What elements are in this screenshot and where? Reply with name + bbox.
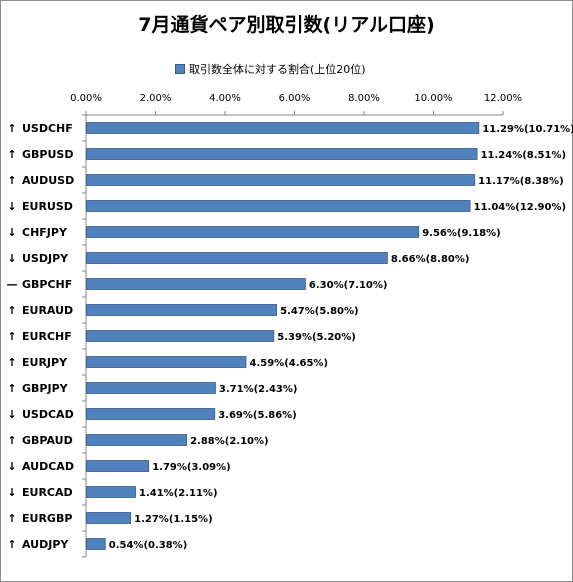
category-label: USDCHF — [22, 122, 73, 135]
category-label: EURAUD — [22, 304, 73, 317]
data-label: 9.56%(9.18%) — [422, 228, 501, 239]
x-tick-label: 12.00% — [484, 93, 522, 104]
category-label: EURJPY — [22, 356, 68, 369]
data-label: 5.47%(5.80%) — [280, 306, 359, 317]
data-label: 3.69%(5.86%) — [218, 410, 297, 421]
trend-marker: ↓ — [7, 486, 16, 499]
trend-marker: ↑ — [7, 512, 16, 525]
trend-marker: ↑ — [7, 538, 16, 551]
trend-marker: ↓ — [7, 252, 16, 265]
data-label: 1.41%(2.11%) — [139, 488, 218, 499]
trend-marker: — — [7, 278, 18, 291]
x-tick-label: 0.00% — [70, 93, 102, 104]
data-label: 1.27%(1.15%) — [134, 514, 213, 525]
trend-marker: ↑ — [7, 174, 16, 187]
x-tick-label: 4.00% — [209, 93, 241, 104]
data-label: 11.04%(12.90%) — [474, 202, 566, 213]
trend-marker: ↓ — [7, 460, 16, 473]
bar-chfjpy — [86, 226, 420, 238]
legend-swatch — [175, 64, 185, 74]
category-label: EURCHF — [22, 330, 72, 343]
bar-euraud — [86, 304, 277, 316]
data-label: 5.39%(5.20%) — [277, 332, 356, 343]
bar-usdchf — [86, 122, 480, 134]
data-label: 1.79%(3.09%) — [152, 462, 231, 473]
bar-eurjpy — [86, 356, 247, 368]
bar-eurcad — [86, 486, 136, 498]
trend-marker: ↑ — [7, 382, 16, 395]
x-tick-label: 10.00% — [414, 93, 452, 104]
category-label: EURUSD — [22, 200, 73, 213]
bar-eurusd — [86, 200, 471, 212]
data-label: 8.66%(8.80%) — [391, 254, 470, 265]
bar-gbpjpy — [86, 382, 216, 394]
bar-eurgbp — [86, 512, 132, 524]
category-label: GBPJPY — [22, 382, 69, 395]
trend-marker: ↑ — [7, 434, 16, 447]
bar-gbpusd — [86, 148, 478, 160]
data-label: 3.71%(2.43%) — [219, 384, 298, 395]
category-label: EURGBP — [22, 512, 72, 525]
category-label: GBPAUD — [22, 434, 73, 447]
bar-audcad — [86, 460, 150, 472]
category-label: AUDCAD — [22, 460, 74, 473]
category-label: USDJPY — [22, 252, 69, 265]
category-label: GBPUSD — [22, 148, 73, 161]
data-label: 4.59%(4.65%) — [250, 358, 329, 369]
category-label: CHFJPY — [22, 226, 68, 239]
trend-marker: ↑ — [7, 304, 16, 317]
data-label: 2.88%(2.10%) — [190, 436, 269, 447]
bar-audusd — [86, 174, 476, 186]
trend-marker: ↓ — [7, 226, 16, 239]
data-label: 11.24%(8.51%) — [481, 150, 566, 161]
trend-marker: ↑ — [7, 122, 16, 135]
category-label: AUDUSD — [22, 174, 74, 187]
chart-legend: 取引数全体に対する割合(上位20位) — [175, 61, 366, 77]
bar-gbpchf — [86, 278, 306, 290]
legend-label: 取引数全体に対する割合(上位20位) — [189, 63, 366, 76]
category-label: AUDJPY — [22, 538, 69, 551]
chart-title: 7月通貨ペア別取引数(リアル口座) — [138, 14, 435, 36]
category-label: GBPCHF — [22, 278, 72, 291]
bar-usdcad — [86, 408, 216, 420]
data-label: 6.30%(7.10%) — [309, 280, 388, 291]
category-label: EURCAD — [22, 486, 73, 499]
data-label: 11.29%(10.71%) — [482, 124, 573, 135]
bar-gbpaud — [86, 434, 187, 446]
x-tick-label: 2.00% — [140, 93, 172, 104]
trend-marker: ↑ — [7, 148, 16, 161]
trend-marker: ↑ — [7, 330, 16, 343]
data-label: 11.17%(8.38%) — [478, 176, 563, 187]
bar-eurchf — [86, 330, 275, 342]
data-label: 0.54%(0.38%) — [109, 540, 188, 551]
trend-marker: ↓ — [7, 200, 16, 213]
category-label: USDCAD — [22, 408, 74, 421]
x-tick-label: 6.00% — [279, 93, 311, 104]
x-tick-label: 8.00% — [348, 93, 380, 104]
bar-usdjpy — [86, 252, 388, 264]
trend-marker: ↑ — [7, 356, 16, 369]
bar-audjpy — [86, 538, 106, 550]
trend-marker: ↓ — [7, 408, 16, 421]
